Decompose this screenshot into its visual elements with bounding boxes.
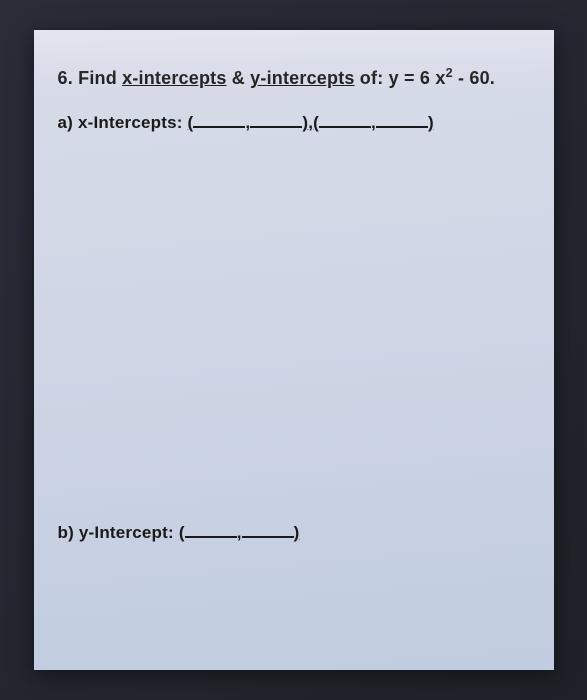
part-a-label: a) <box>58 113 74 132</box>
term-x-intercepts: x-intercepts <box>122 68 226 88</box>
part-b-text: y-Intercept: <box>79 523 174 542</box>
blank-y2 <box>376 111 428 128</box>
blank-by <box>242 521 294 538</box>
paren-close-2: ) <box>428 113 434 132</box>
question-prompt: 6. Find x-intercepts & y-intercepts of: … <box>58 68 530 89</box>
part-b-label: b) <box>58 523 74 542</box>
part-b: b) y-Intercept: (,) <box>58 521 530 543</box>
equation-pre: y = 6 x <box>389 68 446 88</box>
question-number: 6. <box>58 68 73 88</box>
blank-y1 <box>250 111 302 128</box>
paren-close-b: ) <box>294 523 300 542</box>
prompt-prefix: Find <box>78 68 122 88</box>
blank-x2 <box>319 111 371 128</box>
work-space <box>58 151 530 521</box>
equation-exponent: 2 <box>446 66 453 80</box>
prompt-suffix: of: <box>355 68 389 88</box>
part-a-text: x-Intercepts: <box>78 113 183 132</box>
blank-x1 <box>193 111 245 128</box>
part-a: a) x-Intercepts: (,),(,) <box>58 111 530 133</box>
blank-bx <box>185 521 237 538</box>
equation-post: - 60. <box>453 68 495 88</box>
conjunction: & <box>227 68 251 88</box>
term-y-intercepts: y-intercepts <box>250 68 354 88</box>
worksheet-paper: 6. Find x-intercepts & y-intercepts of: … <box>34 30 554 670</box>
